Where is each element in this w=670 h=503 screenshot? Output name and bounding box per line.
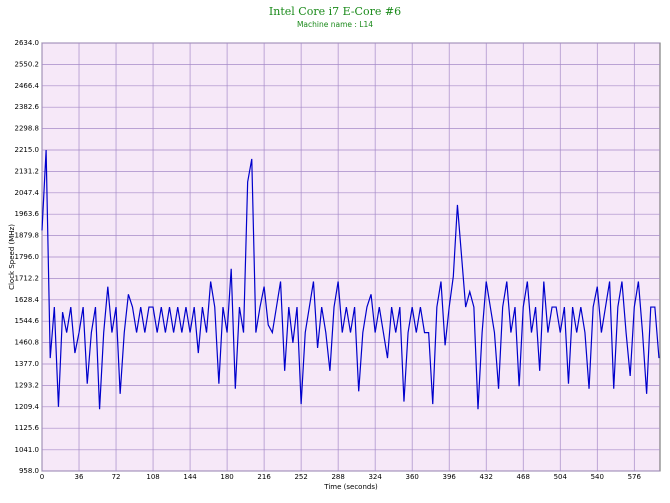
y-tick-label: 1460.8 [15,339,40,347]
y-tick-label: 2298.8 [15,125,40,133]
x-tick-label: 72 [112,473,121,481]
x-tick-label: 468 [517,473,530,481]
y-tick-label: 1544.6 [15,317,40,325]
y-tick-label: 1125.6 [15,424,40,432]
x-tick-label: 216 [257,473,271,481]
chart-title: Intel Core i7 E-Core #6 [269,5,401,18]
x-tick-label: 180 [220,473,233,481]
y-tick-label: 2215.0 [15,146,40,154]
y-tick-label: 1796.0 [15,253,40,261]
y-axis-label: Clock Speed (MHz) [8,224,16,290]
y-tick-label: 2131.2 [15,167,40,175]
y-tick-label: 1712.2 [15,274,40,282]
x-tick-label: 144 [183,473,197,481]
y-tick-label: 2634.0 [15,39,40,47]
x-tick-label: 504 [554,473,568,481]
y-tick-label: 1628.4 [15,296,40,304]
y-tick-label: 958.0 [19,467,39,475]
y-tick-label: 1041.0 [15,446,40,454]
y-tick-label: 1293.2 [15,381,40,389]
x-tick-label: 0 [40,473,44,481]
x-tick-label: 108 [146,473,159,481]
x-tick-label: 432 [480,473,493,481]
y-tick-label: 1377.0 [15,360,40,368]
y-tick-label: 2382.6 [15,103,40,111]
x-tick-label: 540 [591,473,604,481]
y-tick-label: 2550.2 [15,60,40,68]
y-tick-label: 1963.6 [15,210,40,218]
x-axis-label: Time (seconds) [323,483,378,491]
y-tick-label: 1879.8 [15,232,40,240]
x-tick-label: 360 [405,473,418,481]
x-tick-label: 36 [75,473,84,481]
x-tick-label: 288 [331,473,344,481]
y-tick-label: 2466.4 [15,82,40,90]
y-tick-label: 2047.4 [15,189,40,197]
x-tick-label: 252 [294,473,307,481]
y-tick-label: 1209.4 [15,403,40,411]
chart-subtitle: Machine name : L14 [297,20,373,29]
data-line [41,149,660,410]
x-tick-label: 396 [443,473,457,481]
x-tick-label: 324 [368,473,382,481]
x-tick-label: 576 [628,473,642,481]
